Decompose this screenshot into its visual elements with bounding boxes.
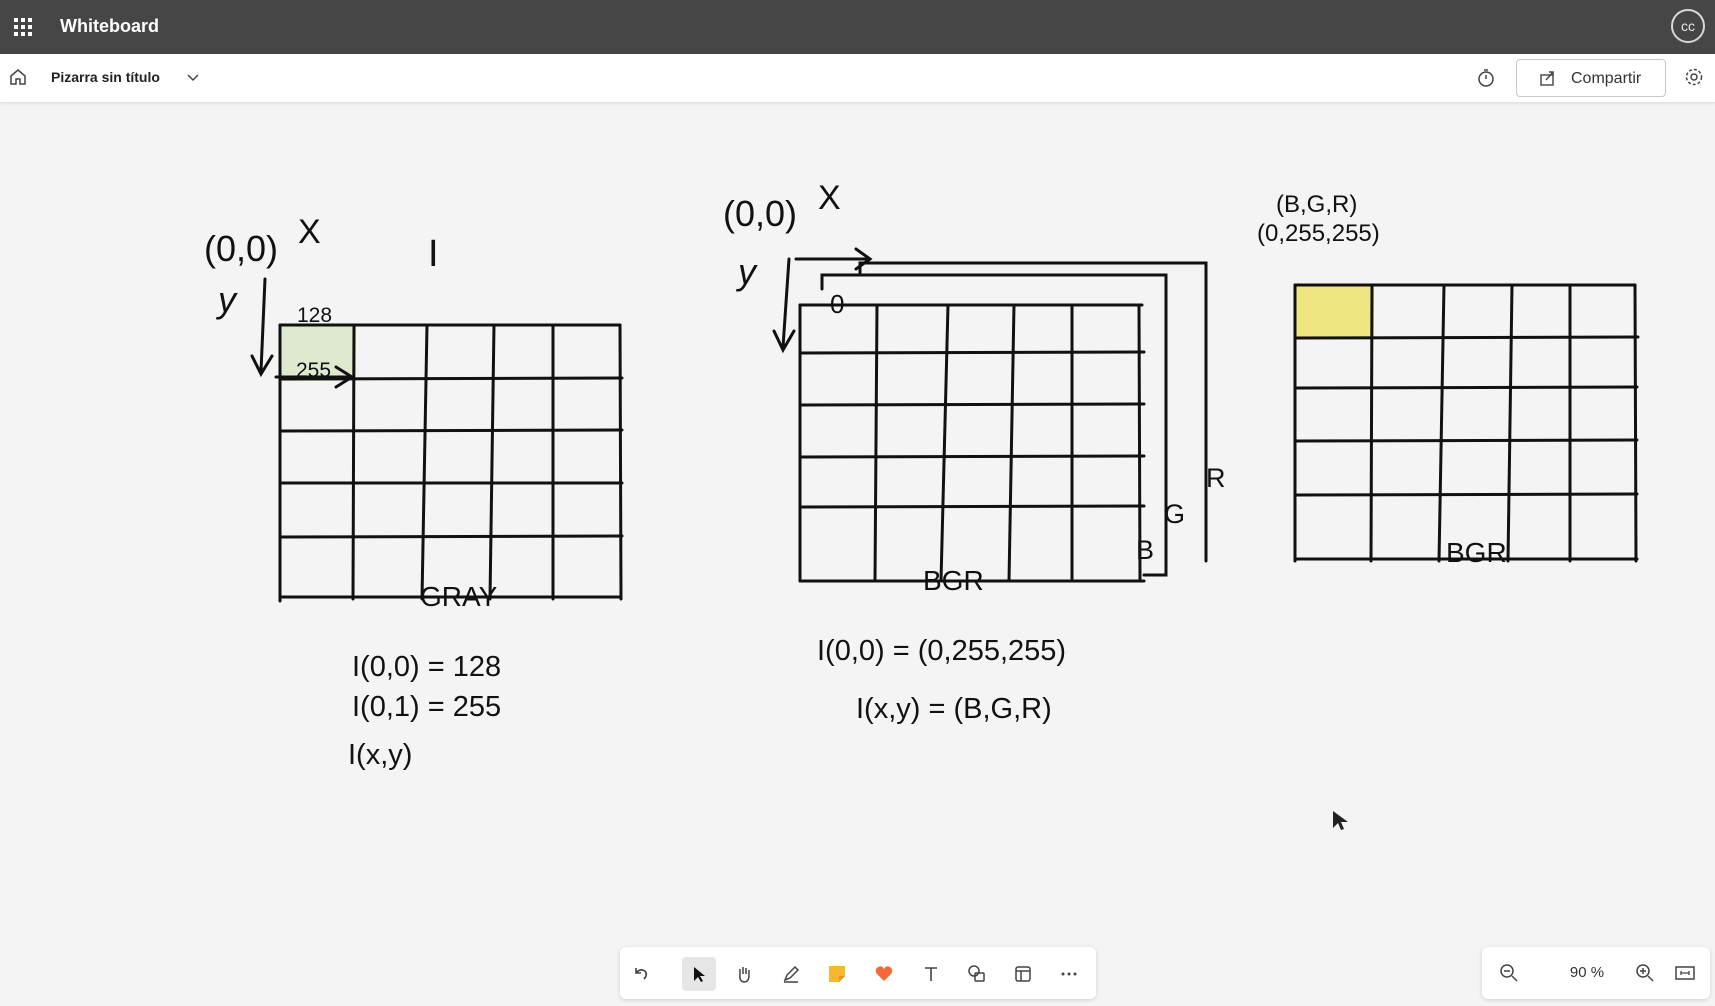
bgr-tuple-value: (0,255,255) [1257,220,1380,247]
hand-tool-button[interactable] [727,957,761,991]
select-icon [694,967,705,982]
gray-equation-1: I(0,0) = 128 [352,651,502,683]
home-icon[interactable] [8,67,28,87]
gray-equation-2: I(0,1) = 255 [352,691,502,723]
gray-caption: GRAY [420,581,498,612]
bgr-stacked-grids [798,261,1208,583]
template-tool-button[interactable] [1006,957,1040,991]
sticky-note-tool-button[interactable] [820,957,854,991]
bgr-layer-g-label: G [1164,499,1186,529]
template-icon [1015,966,1031,982]
fit-screen-icon[interactable] [1674,962,1696,984]
select-tool-button[interactable] [682,957,716,991]
bgr-tuple-label: (B,G,R) [1276,191,1358,218]
share-icon [1540,71,1554,86]
bgr-layer-b-label: B [1136,535,1155,565]
reaction-icon [875,966,893,981]
gray-x-axis-label: X [298,213,321,251]
shapes-icon [968,965,985,982]
reaction-tool-button[interactable] [867,957,901,991]
bgr-caption: BGR [923,565,984,596]
timer-icon[interactable] [1475,67,1497,89]
undo-icon [635,968,648,980]
bgr-equation-2: I(x,y) = (B,G,R) [856,693,1052,725]
tools-toolbar [620,947,1096,999]
more-icon [1061,972,1077,976]
pen-icon [783,965,800,983]
text-icon [925,967,937,981]
bgr-color-grid [1293,283,1640,563]
sticky-note-icon [829,966,845,982]
gray-origin-label: (0,0) [204,228,279,269]
board-title[interactable]: Pizarra sin título [51,69,160,85]
gray-grid [278,323,624,603]
bgr-origin-label: (0,0) [723,193,798,234]
board-header: Pizarra sin título Compartir [0,54,1715,103]
bgr-layer-r-label: R [1206,463,1226,493]
mouse-cursor-icon [1333,811,1348,830]
app-launcher-icon[interactable] [12,16,34,38]
chevron-down-icon[interactable] [186,70,200,84]
shapes-tool-button[interactable] [960,957,994,991]
app-bar: Whiteboard cc [0,0,1715,54]
undo-button[interactable] [624,957,658,991]
bgr-y-axis-label: y [738,251,756,292]
pen-tool-button[interactable] [774,957,808,991]
drawing-layer [250,247,1640,603]
gray-y-axis-label: y [218,279,236,320]
gray-cell-value-2: 255 [296,359,332,382]
share-label: Compartir [1571,70,1642,87]
more-tools-button[interactable] [1052,957,1086,991]
share-button[interactable]: Compartir [1516,59,1666,97]
bgr-color-caption: BGR [1446,537,1507,568]
zoom-out-icon[interactable] [1498,962,1520,984]
hand-icon [739,967,750,983]
bgr-x-axis-label: X [818,179,841,217]
whiteboard-canvas[interactable]: (0,0) X y I 128 255 GRAY I(0,0) = 128 I(… [0,103,1715,1006]
gear-icon[interactable] [1683,66,1705,88]
text-tool-button[interactable] [914,957,948,991]
bgr-cell-value-1: 0 [830,289,845,319]
bgr-equation-1: I(0,0) = (0,255,255) [817,635,1067,667]
zoom-controls: 90 % [1482,947,1710,999]
user-avatar[interactable]: cc [1671,9,1705,43]
zoom-in-icon[interactable] [1634,962,1656,984]
gray-image-label: I [428,233,439,275]
gray-equation-3: I(x,y) [348,739,413,771]
zoom-level[interactable]: 90 % [1569,964,1605,981]
gray-cell-value-1: 128 [297,304,333,327]
app-title: Whiteboard [60,16,159,36]
